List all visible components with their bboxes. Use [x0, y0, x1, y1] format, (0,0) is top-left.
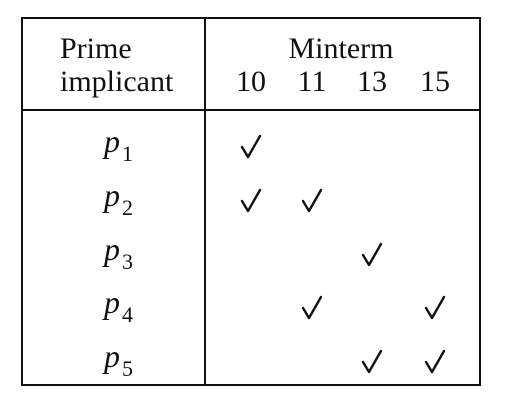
column-divider [204, 17, 206, 386]
check-mark-icon [240, 188, 262, 214]
header-implicant-label: implicant [60, 65, 174, 98]
implicant-label-2: p2 [104, 179, 133, 224]
implicant-symbol: p [104, 123, 120, 159]
implicant-symbol: p [104, 284, 120, 320]
check-mark-icon [361, 349, 383, 375]
header-minterm-label: Minterm [288, 32, 394, 65]
check-mark-icon [240, 134, 262, 160]
table-border [21, 17, 481, 386]
implicant-label-5: p5 [104, 340, 133, 385]
implicant-subscript: 2 [122, 195, 133, 220]
implicant-label-4: p4 [104, 286, 133, 331]
check-mark-icon [301, 295, 323, 321]
check-mark-icon [301, 188, 323, 214]
implicant-symbol: p [104, 177, 120, 213]
implicant-label-3: p3 [104, 233, 133, 278]
implicant-symbol: p [104, 231, 120, 267]
check-mark-icon [424, 349, 446, 375]
implicant-subscript: 3 [122, 249, 133, 274]
implicant-subscript: 1 [122, 141, 133, 166]
implicant-label-1: p1 [104, 125, 133, 170]
minterm-header-13: 13 [357, 65, 387, 98]
check-mark-icon [361, 242, 383, 268]
header-divider [21, 109, 481, 111]
implicant-subscript: 4 [122, 302, 133, 327]
minterm-header-11: 11 [297, 65, 327, 98]
implicant-symbol: p [104, 338, 120, 374]
header-prime-label: Prime [60, 32, 132, 65]
minterm-header-10: 10 [236, 65, 266, 98]
check-mark-icon [424, 295, 446, 321]
minterm-header-15: 15 [420, 65, 450, 98]
implicant-subscript: 5 [122, 356, 133, 381]
